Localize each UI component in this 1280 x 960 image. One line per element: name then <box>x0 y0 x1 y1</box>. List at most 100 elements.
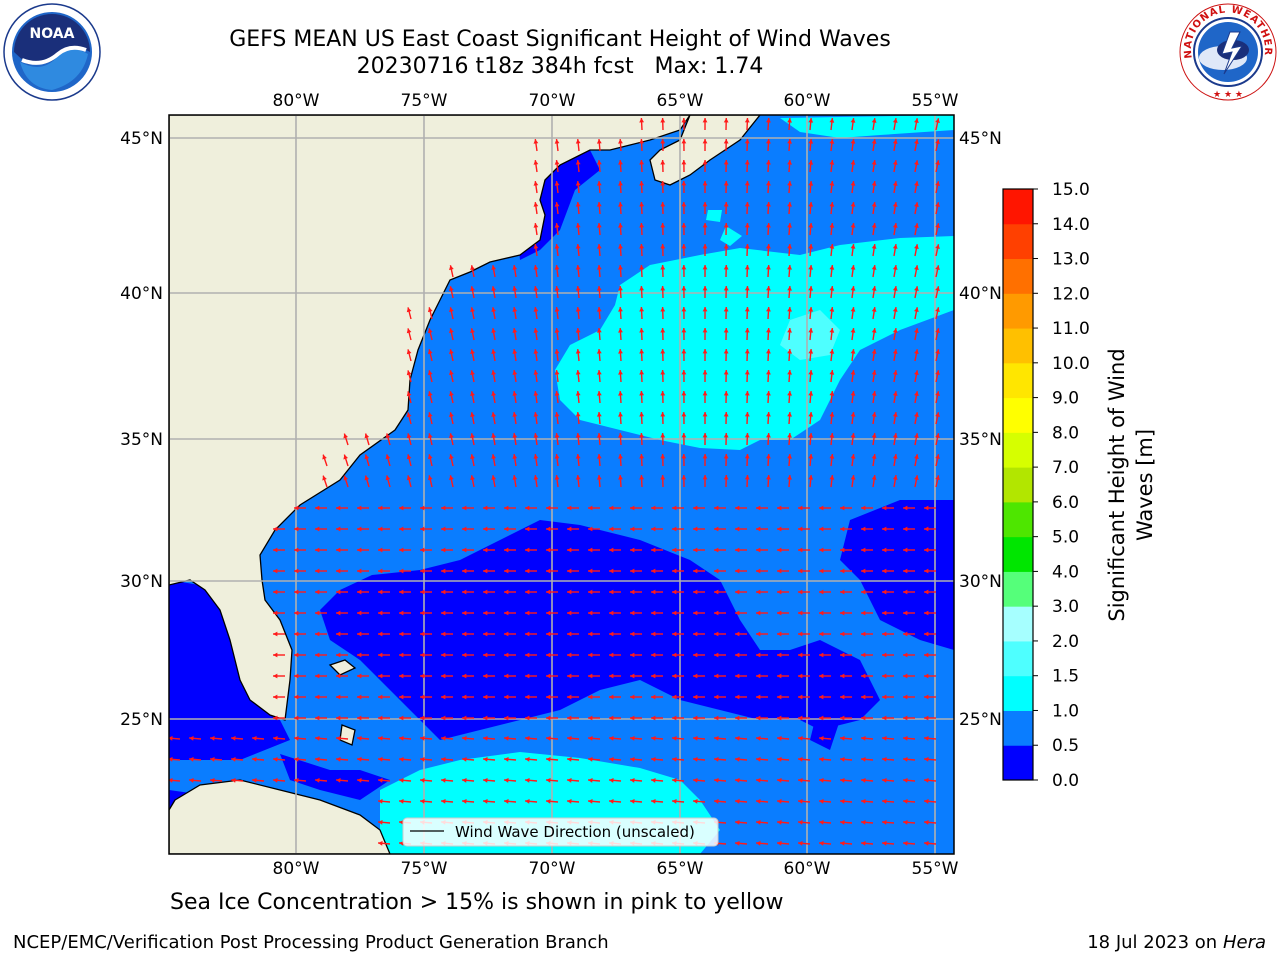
wave-arrow-head <box>744 475 750 480</box>
wave-arrow-head <box>819 819 824 825</box>
wave-arrow-head <box>639 475 645 480</box>
wave-arrow-head <box>462 715 467 721</box>
wave-arrow-head <box>441 694 446 700</box>
wave-arrow-head <box>744 265 750 270</box>
wave-arrow-head <box>470 370 475 376</box>
wave-arrow-head <box>364 454 370 460</box>
wave-arrow-head <box>491 433 497 438</box>
wave-arrow-head <box>273 673 278 679</box>
wave-arrow-head <box>660 328 666 333</box>
wave-arrow-head <box>777 505 782 511</box>
wave-arrow-head <box>714 798 719 804</box>
wave-arrow-head <box>871 244 877 249</box>
wave-arrow-head <box>575 181 581 186</box>
wave-arrow-head <box>723 286 729 291</box>
wave-arrow-head <box>639 286 645 291</box>
wave-arrow-head <box>914 139 919 144</box>
wave-arrow-head <box>723 391 729 396</box>
wave-arrow-head <box>924 819 929 825</box>
wave-arrow-head <box>357 610 362 616</box>
wave-arrow-head <box>787 391 792 396</box>
wave-arrow-head <box>504 652 509 658</box>
wave-arrow-head <box>427 328 433 334</box>
wave-arrow-head <box>483 526 488 532</box>
wave-arrow-head <box>756 840 761 846</box>
wave-arrow-head <box>871 118 877 123</box>
wave-arrow-head <box>798 798 803 804</box>
wave-arrow-head <box>357 735 362 741</box>
wave-arrow-head <box>336 631 341 637</box>
wave-arrow-head <box>735 526 740 532</box>
wave-arrow-head <box>504 798 509 804</box>
wave-arrow-head <box>596 391 602 396</box>
wave-arrow-head <box>808 370 814 375</box>
wave-arrow-head <box>702 433 708 438</box>
wave-arrow-head <box>427 433 433 439</box>
wave-arrow-head <box>935 475 940 481</box>
wave-arrow-head <box>892 265 898 270</box>
wave-arrow-head <box>681 412 687 417</box>
wave-arrow-head <box>554 391 560 396</box>
wave-arrow-head <box>336 694 341 700</box>
wave-arrow-head <box>756 589 761 595</box>
wave-arrow-head <box>357 756 362 762</box>
wave-arrow-head <box>777 819 782 825</box>
wave-arrow-head <box>273 652 278 658</box>
wave-arrow-head <box>588 526 593 532</box>
wave-arrow-head <box>935 139 940 145</box>
wave-arrow-head <box>210 735 215 741</box>
wave-arrow-head <box>935 286 940 292</box>
colorbar-segment <box>1003 432 1033 468</box>
wave-arrow-head <box>914 475 919 480</box>
wave-arrow-head <box>787 454 792 459</box>
wave-arrow-head <box>420 735 425 741</box>
wave-arrow-head <box>723 202 729 207</box>
wave-arrow-head <box>808 181 814 186</box>
lon-label: 75°W <box>401 91 448 111</box>
wave-arrow-head <box>829 181 835 186</box>
wave-arrow-head <box>336 568 341 574</box>
wave-arrow-head <box>596 475 602 480</box>
wave-arrow-head <box>798 673 803 679</box>
wave-arrow-head <box>596 223 602 228</box>
wave-arrow-head <box>861 526 866 532</box>
wave-arrow-head <box>861 652 866 658</box>
wave-arrow-head <box>787 328 792 333</box>
wave-arrow-head <box>735 840 740 846</box>
wave-arrow-head <box>315 631 320 637</box>
wave-arrow-head <box>406 370 412 376</box>
wave-arrow-head <box>399 715 404 721</box>
wave-arrow-head <box>723 412 729 417</box>
wave-arrow-head <box>462 526 467 532</box>
lon-label: 80°W <box>273 91 320 111</box>
wave-arrow-head <box>639 244 645 249</box>
wave-arrow-head <box>882 589 887 595</box>
wave-arrow-head <box>660 118 666 123</box>
wave-arrow-head <box>651 735 656 741</box>
wave-arrow-head <box>777 652 782 658</box>
wave-arrow-head <box>315 589 320 595</box>
wave-arrow-head <box>735 610 740 616</box>
wave-arrow-head <box>546 505 551 511</box>
wave-arrow-head <box>533 349 539 354</box>
wave-arrow-head <box>336 777 341 783</box>
wave-arrow-head <box>777 715 782 721</box>
wave-arrow-head <box>639 391 645 396</box>
wave-arrow-head <box>630 505 635 511</box>
wave-arrow-head <box>651 694 656 700</box>
wave-arrow-head <box>322 454 327 460</box>
wave-arrow-head <box>903 756 908 762</box>
wave-arrow-head <box>798 756 803 762</box>
wave-arrow-head <box>903 610 908 616</box>
wave-arrow-head <box>420 777 425 783</box>
wave-arrow-head <box>449 328 454 334</box>
wave-arrow-head <box>829 139 835 144</box>
wave-arrow-head <box>575 223 581 228</box>
wave-arrow-head <box>169 777 173 783</box>
wave-arrow-head <box>693 652 698 658</box>
wave-arrow-head <box>892 454 898 459</box>
colorbar-segment <box>1003 189 1033 225</box>
wave-arrow-head <box>427 307 433 313</box>
wave-arrow-head <box>681 349 687 354</box>
wave-arrow-head <box>882 652 887 658</box>
